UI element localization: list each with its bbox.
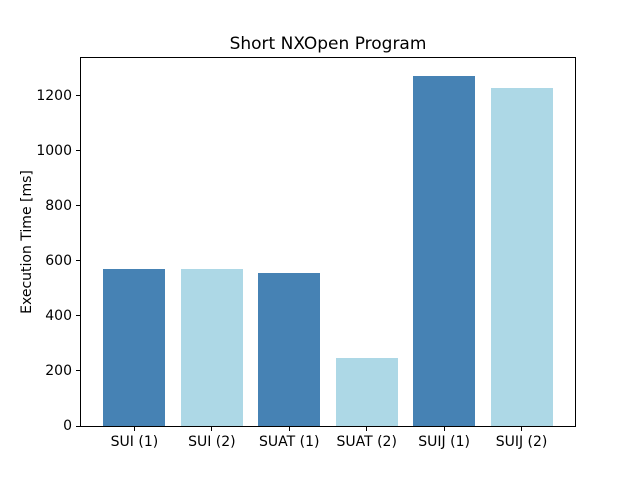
x-tick-label: SUI (2)	[188, 434, 236, 450]
y-tick-mark	[76, 315, 80, 317]
bar-suat-2	[335, 358, 398, 426]
y-tick-label: 200	[45, 362, 72, 379]
bar-suij-1	[413, 75, 476, 426]
y-tick-mark	[76, 205, 80, 207]
x-tick-mark	[366, 427, 368, 431]
x-tick-mark	[133, 427, 135, 431]
bar-suat-1	[258, 272, 321, 426]
y-tick-mark	[76, 370, 80, 372]
y-tick-label: 0	[63, 418, 72, 434]
x-tick-label: SUAT (2)	[336, 434, 397, 450]
bar-suij-2	[490, 88, 553, 426]
y-tick-label: 600	[45, 252, 72, 269]
x-tick-mark	[443, 427, 445, 431]
y-tick-label: 1000	[36, 142, 72, 159]
x-tick-label: SUIJ (2)	[495, 434, 548, 450]
y-tick-label: 400	[45, 307, 72, 324]
x-tick-label: SUI (1)	[110, 434, 159, 450]
bar-sui-1	[103, 268, 166, 426]
y-tick-mark	[76, 260, 80, 262]
x-tick-label: SUIJ (1)	[418, 434, 470, 450]
y-tick-mark	[76, 150, 80, 152]
y-tick-mark	[76, 425, 80, 427]
x-tick-mark	[211, 427, 213, 431]
y-tick-label: 800	[45, 197, 72, 214]
chart-title: Short NXOpen Program	[229, 34, 427, 54]
y-axis-label: Execution Time [ms]	[19, 170, 35, 314]
y-tick-mark	[76, 95, 80, 97]
bar-sui-2	[180, 269, 243, 426]
x-tick-mark	[521, 427, 523, 431]
plot-area	[80, 57, 576, 427]
y-tick-label: 1200	[36, 87, 72, 104]
x-tick-label: SUAT (1)	[259, 434, 320, 450]
x-tick-mark	[288, 427, 290, 431]
